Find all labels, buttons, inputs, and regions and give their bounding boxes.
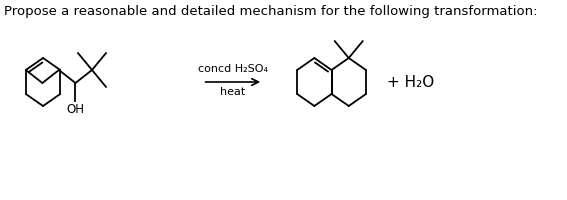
Text: + H₂O: + H₂O bbox=[387, 75, 434, 90]
Text: heat: heat bbox=[220, 87, 246, 97]
Text: concd H₂SO₄: concd H₂SO₄ bbox=[198, 64, 268, 74]
Text: Propose a reasonable and detailed mechanism for the following transformation:: Propose a reasonable and detailed mechan… bbox=[4, 5, 538, 18]
Text: OH: OH bbox=[66, 102, 84, 115]
